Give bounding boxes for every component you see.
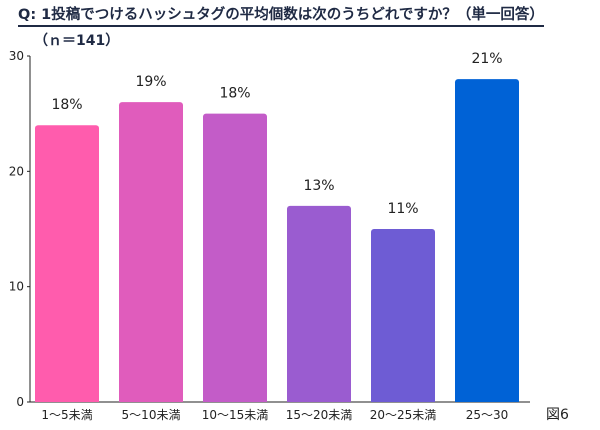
y-tick-label: 0	[16, 395, 24, 409]
category-label: 10～15未満	[202, 408, 269, 422]
bar	[371, 229, 435, 402]
bar-base	[35, 398, 99, 402]
bar-base	[287, 398, 351, 402]
y-tick-label: 10	[9, 280, 24, 294]
bar	[35, 125, 99, 402]
category-label: 5～10未満	[122, 408, 181, 422]
y-tick-label: 20	[9, 164, 24, 178]
sample-size: （ｎ＝141）	[34, 33, 120, 49]
y-tick-label: 30	[9, 49, 24, 63]
data-label: 21%	[471, 51, 502, 67]
bar-base	[119, 398, 183, 402]
data-label: 18%	[51, 97, 82, 113]
bar-base	[203, 398, 267, 402]
category-label: 1～5未満	[41, 408, 92, 422]
bar-base	[455, 398, 519, 402]
data-label: 13%	[303, 178, 334, 194]
data-label: 19%	[135, 74, 166, 90]
data-label: 18%	[219, 86, 250, 102]
category-label: 25～30	[466, 408, 509, 422]
bar	[119, 102, 183, 402]
bar	[455, 79, 519, 403]
bar-base	[371, 398, 435, 402]
bar	[287, 205, 351, 402]
question-title: Q: 1投稿でつけるハッシュタグの平均個数は次のうちどれですか？（単一回答）	[18, 5, 544, 27]
figure-label: 図6	[546, 407, 569, 423]
category-label: 15～20未満	[286, 408, 353, 422]
bar	[203, 113, 267, 403]
category-label: 20～25未満	[370, 408, 437, 422]
data-label: 11%	[387, 201, 418, 217]
